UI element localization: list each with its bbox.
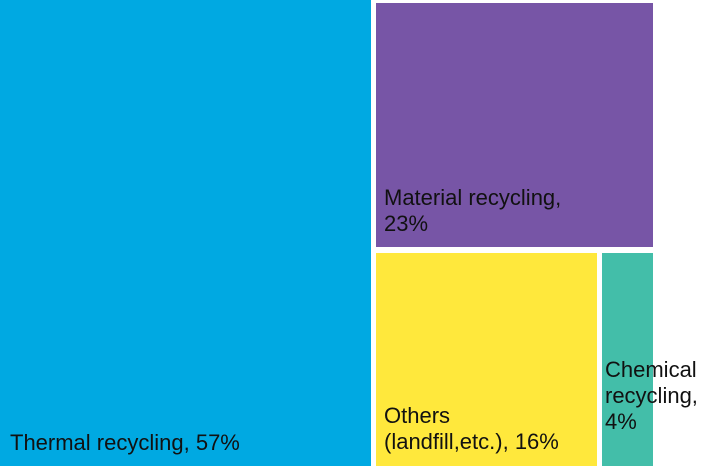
label-material-recycling: Material recycling, 23% <box>384 185 561 237</box>
label-thermal-recycling: Thermal recycling, 57% <box>10 430 240 456</box>
label-line: Chemical <box>605 357 697 382</box>
label-line: recycling, <box>605 383 698 408</box>
label-line: 4% <box>605 409 637 434</box>
label-line: Material recycling, <box>384 185 562 210</box>
label-chemical-recycling: Chemical recycling, 4% <box>605 357 698 435</box>
tile-material-recycling <box>376 3 653 247</box>
tile-chemical-recycling <box>602 253 653 466</box>
label-line: 23% <box>384 211 429 236</box>
label-others: Others (landfill,etc.), 16% <box>384 403 559 455</box>
tile-others <box>376 253 597 466</box>
label-line: (landfill,etc.), 16% <box>384 429 559 454</box>
label-line: Thermal recycling, 57% <box>10 430 240 455</box>
tile-thermal-recycling <box>0 0 371 466</box>
label-line: Others <box>384 403 451 428</box>
